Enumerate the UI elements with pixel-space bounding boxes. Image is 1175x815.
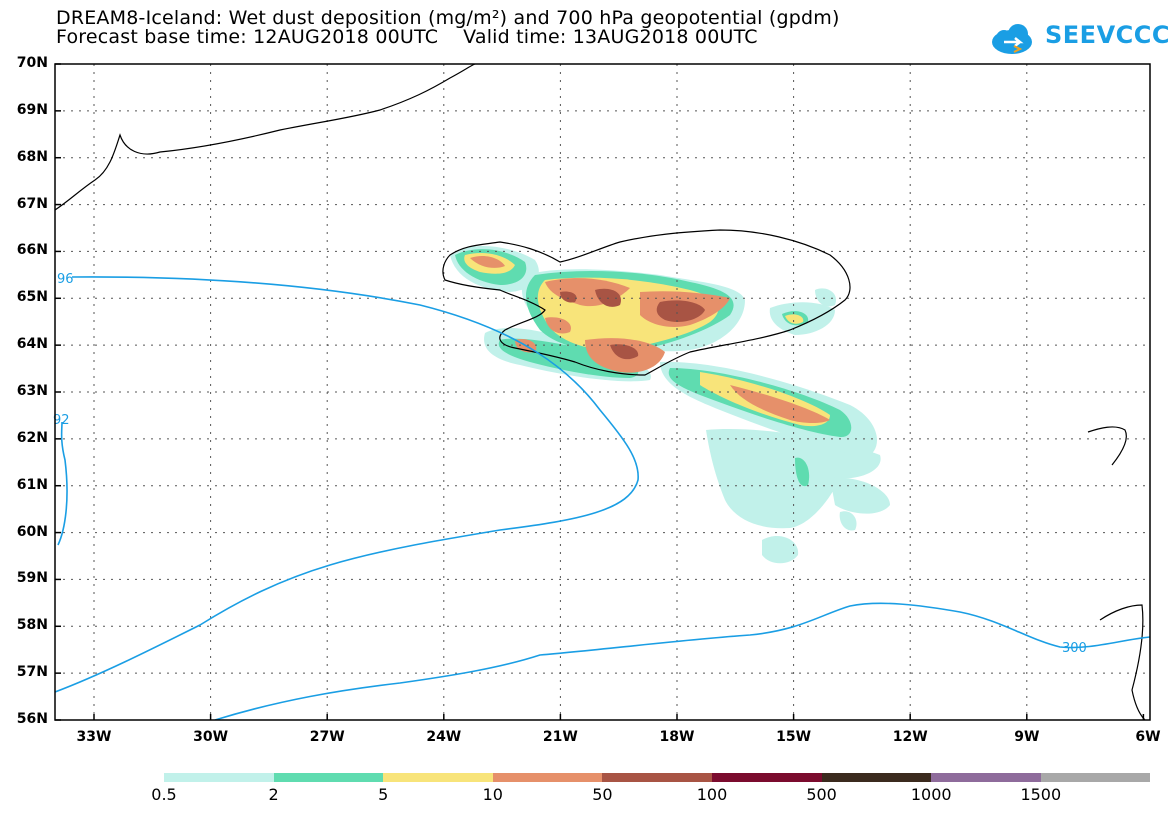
contour-300 bbox=[214, 602, 1150, 720]
legend-label: 1500 bbox=[1020, 785, 1062, 804]
dust-region-yellow bbox=[785, 314, 804, 324]
legend-swatch bbox=[712, 773, 822, 782]
map-frame bbox=[54, 63, 1151, 721]
longitude-label: 24W bbox=[426, 729, 462, 745]
longitude-label: 30W bbox=[193, 729, 229, 745]
contour-296 bbox=[55, 276, 639, 693]
latitude-label: 59N bbox=[16, 570, 48, 587]
legend-label: 500 bbox=[806, 785, 837, 804]
dust-region-light bbox=[815, 288, 836, 307]
dust-region-green bbox=[795, 457, 810, 487]
latitude-label: 61N bbox=[16, 476, 48, 493]
longitude-label: 33W bbox=[76, 729, 112, 745]
latitude-label: 63N bbox=[16, 383, 48, 399]
contour-label: 96 bbox=[57, 272, 74, 287]
latitude-label: 57N bbox=[16, 664, 48, 681]
logo-text: SEEVCCC bbox=[1045, 21, 1170, 49]
longitude-label: 6W bbox=[1135, 729, 1161, 745]
coastline-greenland bbox=[55, 64, 476, 211]
legend-swatch bbox=[273, 773, 384, 782]
longitude-label: 27W bbox=[309, 729, 345, 745]
dust-region-orange bbox=[730, 385, 830, 424]
longitude-label: 18W bbox=[659, 729, 695, 745]
dust-region-darkred bbox=[656, 300, 705, 322]
latitude-label: 66N bbox=[16, 242, 48, 259]
longitude-label: 12W bbox=[892, 729, 928, 745]
dust-region-light bbox=[839, 511, 857, 531]
legend-label: 50 bbox=[592, 785, 613, 804]
longitude-label: 9W bbox=[1014, 729, 1040, 745]
longitude-label: 15W bbox=[776, 729, 812, 745]
latitude-label: 56N bbox=[16, 711, 48, 727]
latitude-label: 58N bbox=[16, 617, 48, 634]
graticule bbox=[55, 64, 1150, 720]
legend-label: 100 bbox=[696, 785, 728, 804]
legend-swatch bbox=[931, 773, 1041, 782]
contour-label: 92 bbox=[53, 413, 70, 428]
legend-swatch bbox=[383, 773, 493, 782]
dust-region-light bbox=[706, 429, 881, 529]
dust-region-light bbox=[762, 535, 799, 564]
legend-swatch bbox=[164, 773, 274, 782]
latitude-label: 64N bbox=[16, 336, 48, 353]
dust-region-darkred bbox=[560, 291, 577, 303]
dust-region-darkred bbox=[610, 344, 639, 360]
legend-label: 2 bbox=[268, 785, 279, 804]
latitude-label: 62N bbox=[16, 429, 48, 446]
legend-label: 1000 bbox=[910, 785, 952, 804]
dust-region-light bbox=[830, 477, 890, 514]
latitude-label: 68N bbox=[16, 148, 48, 165]
latitude-label: 65N bbox=[16, 289, 48, 306]
coastlines bbox=[55, 64, 1146, 720]
dust-region-orange bbox=[545, 317, 571, 334]
map-title: DREAM8-Iceland: Wet dust deposition (mg/… bbox=[56, 7, 840, 29]
contour-label: 300 bbox=[1062, 641, 1087, 656]
contour-292 bbox=[57, 421, 68, 546]
geopotential-contours bbox=[55, 276, 1150, 720]
legend-swatch bbox=[1040, 773, 1151, 782]
cloud-icon bbox=[992, 24, 1032, 54]
longitude-label: 21W bbox=[542, 729, 578, 745]
forecast-times: Forecast base time: 12AUG2018 00UTC Vali… bbox=[56, 26, 758, 48]
coastline-scotland bbox=[1099, 604, 1146, 720]
latitude-label: 60N bbox=[16, 523, 48, 540]
latitude-label: 67N bbox=[16, 195, 48, 212]
legend-swatch bbox=[821, 773, 932, 782]
legend-label: 0.5 bbox=[151, 785, 177, 804]
seevccc-logo bbox=[992, 24, 1032, 54]
latitude-label: 70N bbox=[16, 55, 48, 71]
legend-swatch bbox=[602, 773, 712, 782]
legend-swatch bbox=[492, 773, 603, 782]
latitude-label: 69N bbox=[16, 101, 48, 118]
axis-ticks bbox=[55, 63, 1145, 721]
dust-deposition-field bbox=[450, 245, 890, 564]
legend-label: 5 bbox=[378, 785, 389, 804]
coastline-iceland bbox=[442, 229, 851, 376]
coastline-faroe bbox=[1087, 426, 1127, 466]
legend-label: 10 bbox=[482, 785, 503, 804]
dust-region-orange bbox=[470, 255, 505, 268]
